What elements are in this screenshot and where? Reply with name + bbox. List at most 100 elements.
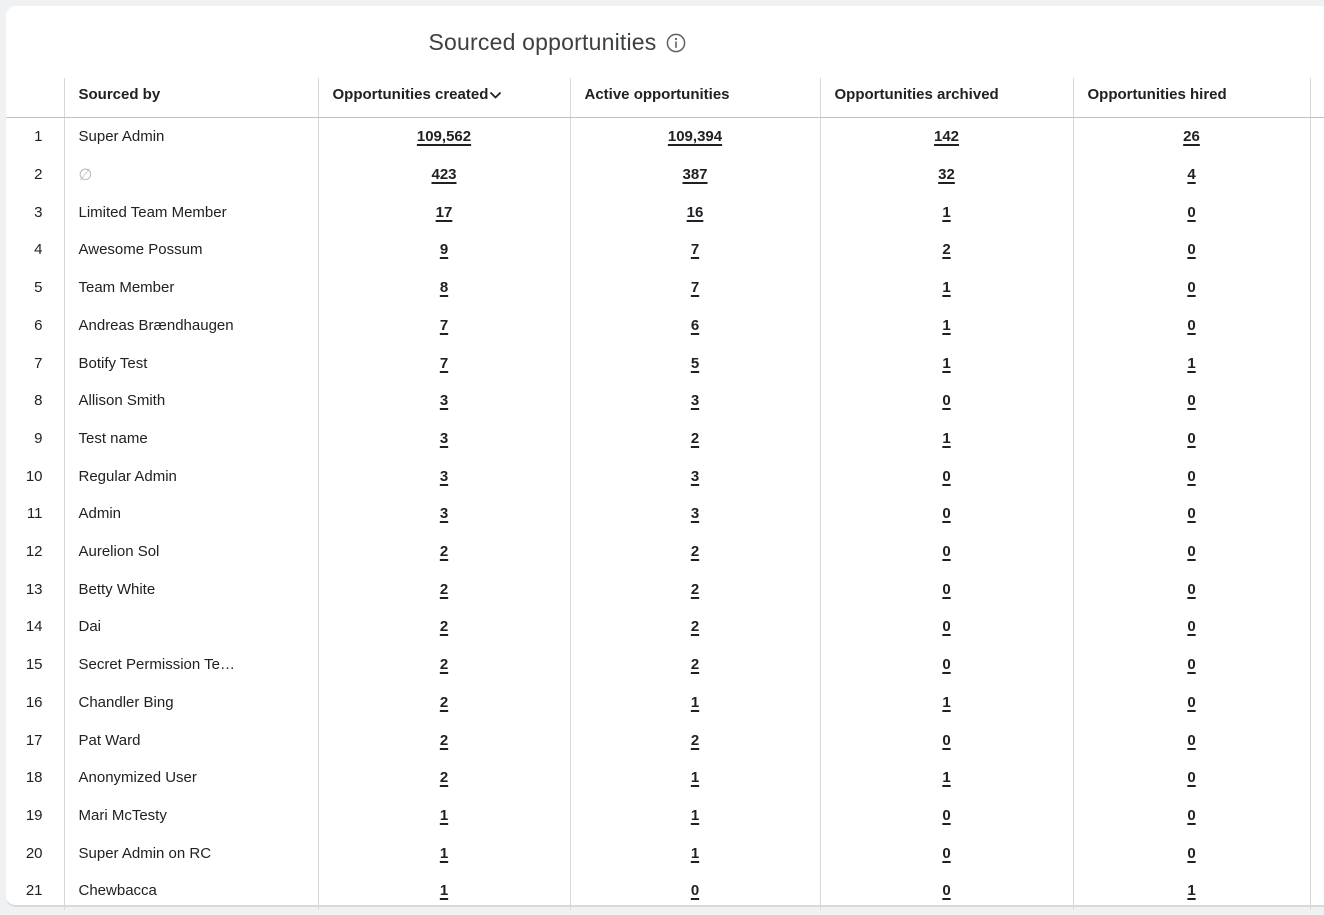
metric-link[interactable]: 2	[690, 543, 700, 561]
opportunities-archived-value[interactable]: 0	[819, 645, 1073, 684]
metric-link[interactable]: 0	[1187, 731, 1196, 749]
metric-link[interactable]: 0	[1187, 807, 1196, 824]
metric-link[interactable]: 0	[1187, 392, 1196, 410]
active-opportunities-value[interactable]: 2	[569, 570, 820, 609]
opportunities-created-value[interactable]: 7	[317, 306, 570, 345]
active-opportunities-value[interactable]: 2	[569, 645, 820, 684]
metric-link[interactable]: 7	[690, 241, 700, 259]
opportunities-archived-value[interactable]: 2	[819, 231, 1073, 269]
opportunities-hired-value[interactable]: 26	[1072, 117, 1310, 156]
metric-link[interactable]: 2	[439, 693, 449, 711]
metric-link[interactable]: 109,562	[416, 128, 472, 146]
opportunities-archived-value[interactable]: 0	[819, 381, 1073, 420]
column-header-sourced-by[interactable]: Sourced by	[63, 78, 318, 118]
opportunities-hired-value[interactable]: 0	[1072, 193, 1310, 232]
metric-link[interactable]: 26	[1183, 128, 1200, 146]
opportunities-archived-value[interactable]: 142	[819, 117, 1073, 156]
opportunities-created-value[interactable]: 2	[317, 758, 570, 797]
metric-link[interactable]: 0	[1187, 467, 1196, 485]
metric-link[interactable]: 0	[1187, 656, 1196, 674]
metric-link[interactable]: 17	[435, 203, 453, 221]
metric-link[interactable]: 0	[942, 844, 951, 862]
opportunities-archived-value[interactable]: 32	[819, 155, 1073, 194]
column-header-opportunities-created[interactable]: Opportunities created	[317, 78, 570, 118]
opportunities-archived-value[interactable]: 0	[819, 495, 1073, 533]
metric-link[interactable]: 2	[439, 656, 449, 674]
opportunities-archived-value[interactable]: 1	[819, 419, 1073, 458]
opportunities-archived-value[interactable]: 0	[819, 570, 1073, 609]
metric-link[interactable]: 0	[1187, 279, 1196, 297]
active-opportunities-value[interactable]: 109,394	[569, 117, 820, 156]
opportunities-hired-value[interactable]: 0	[1072, 796, 1310, 835]
metric-link[interactable]: 2	[439, 618, 449, 636]
metric-link[interactable]: 0	[942, 505, 951, 523]
metric-link[interactable]: 2	[690, 580, 700, 598]
opportunities-created-value[interactable]: 9	[317, 231, 570, 269]
column-header-active-opportunities[interactable]: Active opportunities	[569, 78, 820, 118]
metric-link[interactable]: 0	[1187, 543, 1196, 561]
opportunities-hired-value[interactable]: 0	[1072, 381, 1310, 420]
opportunities-archived-value[interactable]: 1	[819, 306, 1073, 345]
active-opportunities-value[interactable]: 3	[569, 381, 820, 420]
metric-link[interactable]: 2	[439, 543, 449, 561]
metric-link[interactable]: 3	[439, 467, 449, 485]
opportunities-hired-value[interactable]: 1	[1072, 872, 1310, 910]
active-opportunities-value[interactable]: 7	[569, 268, 820, 307]
opportunities-hired-value[interactable]: 0	[1072, 457, 1310, 496]
metric-link[interactable]: 2	[690, 618, 700, 636]
metric-link[interactable]: 3	[439, 505, 449, 523]
metric-link[interactable]: 109,394	[667, 128, 723, 146]
metric-link[interactable]: 0	[942, 618, 951, 636]
metric-link[interactable]: 1	[942, 693, 951, 711]
metric-link[interactable]: 1	[1187, 882, 1196, 900]
metric-link[interactable]: 2	[439, 769, 449, 787]
metric-link[interactable]: 1	[690, 693, 700, 711]
opportunities-hired-value[interactable]: 0	[1072, 532, 1310, 571]
active-opportunities-value[interactable]: 1	[569, 683, 820, 722]
metric-link[interactable]: 0	[942, 807, 951, 824]
opportunities-hired-value[interactable]: 1	[1072, 344, 1310, 382]
opportunities-created-value[interactable]: 3	[317, 381, 570, 420]
info-icon[interactable]	[665, 32, 687, 54]
opportunities-archived-value[interactable]: 1	[819, 344, 1073, 382]
metric-link[interactable]: 0	[690, 882, 700, 900]
metric-link[interactable]: 387	[682, 166, 708, 184]
metric-link[interactable]: 32	[938, 166, 955, 184]
opportunities-hired-value[interactable]: 0	[1072, 231, 1310, 269]
metric-link[interactable]: 0	[1187, 618, 1196, 636]
opportunities-created-value[interactable]: 8	[317, 268, 570, 307]
active-opportunities-value[interactable]: 2	[569, 608, 820, 646]
opportunities-hired-value[interactable]: 0	[1072, 495, 1310, 533]
metric-link[interactable]: 1	[690, 807, 700, 824]
metric-link[interactable]: 6	[690, 316, 700, 334]
metric-link[interactable]: 0	[942, 580, 951, 598]
metric-link[interactable]: 0	[1187, 505, 1196, 523]
metric-link[interactable]: 2	[439, 731, 449, 749]
opportunities-created-value[interactable]: 17	[317, 193, 570, 232]
opportunities-created-value[interactable]: 2	[317, 532, 570, 571]
metric-link[interactable]: 1	[942, 279, 951, 297]
column-header-opportunities-hired[interactable]: Opportunities hired	[1072, 78, 1310, 118]
opportunities-archived-value[interactable]: 1	[819, 758, 1073, 797]
opportunities-created-value[interactable]: 1	[317, 834, 570, 873]
metric-link[interactable]: 1	[942, 316, 951, 334]
metric-link[interactable]: 1	[439, 882, 449, 900]
metric-link[interactable]: 1	[1187, 354, 1196, 372]
opportunities-hired-value[interactable]: 0	[1072, 419, 1310, 458]
metric-link[interactable]: 1	[942, 203, 951, 221]
active-opportunities-value[interactable]: 0	[569, 872, 820, 910]
metric-link[interactable]: 2	[942, 241, 951, 259]
metric-link[interactable]: 0	[942, 882, 951, 900]
metric-link[interactable]: 3	[439, 429, 449, 447]
opportunities-hired-value[interactable]: 0	[1072, 683, 1310, 722]
active-opportunities-value[interactable]: 1	[569, 796, 820, 835]
metric-link[interactable]: 0	[942, 543, 951, 561]
opportunities-hired-value[interactable]: 0	[1072, 268, 1310, 307]
metric-link[interactable]: 1	[942, 354, 951, 372]
active-opportunities-value[interactable]: 16	[569, 193, 820, 232]
metric-link[interactable]: 0	[1187, 429, 1196, 447]
metric-link[interactable]: 7	[439, 316, 449, 334]
opportunities-created-value[interactable]: 1	[317, 872, 570, 910]
opportunities-archived-value[interactable]: 0	[819, 532, 1073, 571]
metric-link[interactable]: 0	[1187, 693, 1196, 711]
